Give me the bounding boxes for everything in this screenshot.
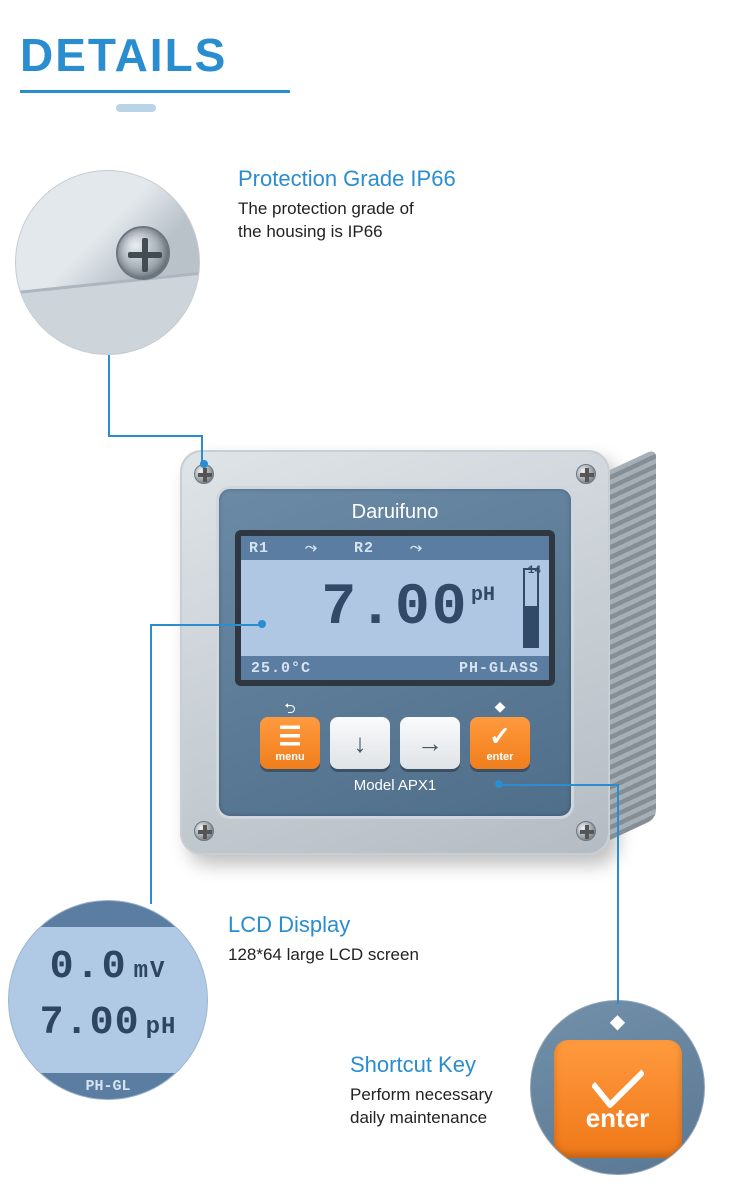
callout-lcd-title: LCD Display [228, 912, 419, 938]
back-icon: ⮌ [284, 698, 295, 714]
callout-ip66-title: Protection Grade IP66 [238, 166, 456, 192]
callout-ip66-desc: The protection grade of the housing is I… [238, 198, 456, 244]
device-lcd: R1 ⤳ R2 ⤳ 7.00 pH 14 25.0°C PH-GLASS [235, 530, 555, 686]
lcd-temp: 25.0°C [251, 660, 311, 677]
lcd-bottom-bar: 25.0°C PH-GLASS [241, 656, 549, 680]
menu-button-label: menu [275, 751, 304, 763]
closeup-lcd-mv-unit: mV [134, 958, 167, 985]
callout-ip66: Protection Grade IP66 The protection gra… [238, 166, 456, 244]
corner-screw-icon [576, 821, 596, 841]
callout-lcd: LCD Display 128*64 large LCD screen [228, 912, 419, 967]
connector-line [150, 624, 260, 626]
lcd-top-bar: R1 ⤳ R2 ⤳ [241, 536, 549, 560]
closeup-enter-button: ◆ enter [530, 1000, 705, 1175]
lcd-main: 7.00 pH 14 [241, 562, 549, 654]
closeup-lcd-line1: 0.0mV [9, 945, 207, 990]
callout-shortcut: Shortcut Key Perform necessary daily mai… [350, 1052, 493, 1130]
closeup-lcd-ph-unit: pH [146, 1014, 177, 1041]
lcd-unit: pH [471, 584, 495, 607]
menu-button[interactable]: ☰ menu [260, 717, 320, 769]
device-faceplate: Daruifuno R1 ⤳ R2 ⤳ 7.00 pH 14 25.0°C PH… [216, 486, 574, 819]
relay-icon: ⤳ [410, 539, 423, 557]
device-brand: Daruifuno [235, 501, 555, 524]
enter-button-large[interactable]: enter [554, 1040, 682, 1158]
enter-button-large-label: enter [586, 1103, 650, 1134]
check-icon [590, 1050, 644, 1109]
closeup-lcd-line2: 7.00pH [9, 1001, 207, 1046]
closeup-lcd: R2 0.0mV 7.00pH PH-GL [8, 900, 208, 1100]
connector-line [201, 437, 203, 463]
header-underline [20, 90, 290, 93]
corner-screw-icon [576, 464, 596, 484]
lcd-reading: 7.00 [321, 576, 468, 641]
connector-line [108, 435, 203, 437]
connector-line [150, 624, 152, 904]
closeup-lcd-botbar: PH-GL [9, 1073, 207, 1099]
arrow-right-icon: → [417, 730, 443, 756]
diamond-icon: ◆ [610, 1009, 625, 1034]
corner-screw-icon [194, 821, 214, 841]
check-icon: ✓ [489, 723, 511, 749]
callout-shortcut-desc: Perform necessary daily maintenance [350, 1084, 493, 1130]
device-ph-meter: Daruifuno R1 ⤳ R2 ⤳ 7.00 pH 14 25.0°C PH… [180, 450, 610, 855]
connector-line [617, 784, 619, 1004]
device-side-vent [610, 449, 656, 840]
lcd-scale-bar [523, 568, 539, 648]
device-button-row: ⮌ ☰ menu ↓ → ◆ ✓ [235, 698, 555, 769]
lcd-mode: PH-GLASS [459, 660, 539, 677]
connector-line [499, 784, 619, 786]
header-decor [116, 104, 156, 112]
closeup-lcd-topbar: R2 [9, 901, 207, 927]
lcd-r2-label: R2 [354, 540, 374, 557]
details-header: DETAILS [20, 28, 227, 82]
down-button[interactable]: ↓ [330, 717, 390, 769]
diamond-icon: ◆ [495, 698, 506, 714]
closeup-casing-screw [15, 170, 200, 355]
closeup-lcd-ph-value: 7.00 [40, 1001, 140, 1046]
connector-line [108, 355, 110, 435]
right-button[interactable]: → [400, 717, 460, 769]
relay-icon: ⤳ [305, 539, 318, 557]
menu-icon: ☰ [278, 723, 301, 749]
callout-lcd-desc: 128*64 large LCD screen [228, 944, 419, 967]
enter-button-label: enter [487, 751, 514, 763]
lcd-r1-label: R1 [249, 540, 269, 557]
screw-icon [116, 226, 170, 280]
callout-shortcut-title: Shortcut Key [350, 1052, 493, 1078]
closeup-lcd-mv-value: 0.0 [50, 945, 128, 990]
details-title: DETAILS [20, 28, 227, 82]
arrow-down-icon: ↓ [354, 730, 367, 756]
enter-button[interactable]: ✓ enter [470, 717, 530, 769]
